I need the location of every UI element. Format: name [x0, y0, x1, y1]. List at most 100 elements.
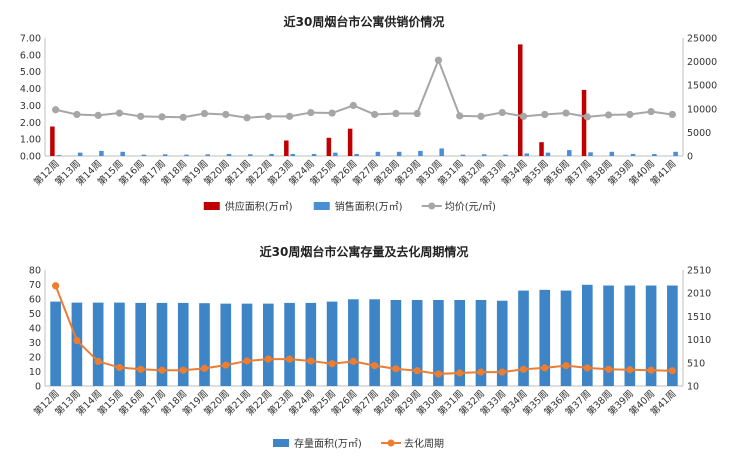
- bar-inventory: [50, 301, 61, 386]
- bar-supply: [518, 44, 523, 156]
- bar-inventory: [645, 285, 657, 386]
- y-left-tick-label: 70: [29, 280, 41, 291]
- destock-period-point: [73, 336, 81, 345]
- destock-period-point: [349, 357, 357, 366]
- bar-inventory: [262, 303, 274, 386]
- destock-period-point: [243, 357, 251, 365]
- avg-price-point: [73, 110, 81, 119]
- bar-sales: [184, 154, 189, 156]
- avg-price-point: [179, 113, 187, 121]
- bar-inventory: [454, 300, 466, 386]
- y-left-tick-label: 4.00: [20, 84, 41, 95]
- destock-period-point: [626, 366, 634, 374]
- y-right-tick-label: 10: [687, 382, 699, 393]
- bar-sales: [226, 153, 232, 156]
- avg-price-point: [434, 56, 443, 64]
- y-left-tick-label: 20: [29, 353, 41, 364]
- destock-period-line: [54, 285, 673, 375]
- avg-price-point: [413, 109, 421, 118]
- y-right-tick-label: 20000: [687, 57, 717, 68]
- y-left-tick-label: 2.00: [20, 118, 41, 129]
- bar-sales: [77, 152, 83, 156]
- destock-period-point: [328, 360, 336, 368]
- destock-period-point: [434, 370, 443, 378]
- avg-price-point: [285, 112, 294, 120]
- bar-inventory: [581, 284, 593, 386]
- destock-period-point: [52, 282, 60, 290]
- destock-period-point: [477, 368, 485, 376]
- y-left-tick-label: 7.00: [20, 34, 41, 45]
- bar-inventory: [390, 300, 402, 386]
- y-right-tick-label: 1510: [687, 312, 711, 323]
- y-left-tick-label: 6.00: [20, 50, 41, 61]
- destock-period-point: [668, 367, 676, 375]
- legend-swatch: [273, 439, 289, 447]
- y-right-tick-label: 1010: [687, 335, 711, 346]
- bar-inventory: [305, 302, 317, 386]
- bar-supply: [539, 142, 544, 156]
- bar-sales: [609, 151, 615, 156]
- chart-title: 近30周烟台市公寓存量及去化周期情况: [260, 244, 469, 259]
- y-right-tick-label: 25000: [687, 34, 717, 45]
- bar-supply: [50, 126, 55, 156]
- bar-sales: [162, 154, 168, 156]
- destock-period-point: [541, 364, 549, 372]
- bar-inventory: [560, 290, 572, 386]
- bar-inventory: [326, 301, 338, 386]
- bar-sales: [630, 153, 636, 156]
- y-left-tick-label: 5.00: [20, 67, 41, 78]
- avg-price-point: [349, 101, 357, 110]
- bar-inventory: [475, 300, 487, 386]
- bar-inventory: [411, 300, 423, 386]
- destock-period-point: [137, 365, 145, 373]
- bar-inventory: [156, 302, 168, 386]
- bar-inventory: [199, 303, 210, 386]
- bar-inventory: [241, 303, 253, 386]
- legend-label: 均价(元/㎡): [445, 201, 496, 213]
- chart-title: 近30周烟台市公寓供销价情况: [284, 14, 445, 29]
- bar-inventory: [220, 303, 232, 386]
- bar-inventory: [624, 285, 636, 386]
- y-left-tick-label: 80: [29, 266, 41, 277]
- destock-period-point: [222, 361, 230, 369]
- legend-swatch: [313, 202, 330, 210]
- legend-label: 销售面积(万㎡): [335, 200, 403, 213]
- bar-sales: [524, 153, 529, 156]
- y-left-tick-label: 1.00: [20, 135, 41, 146]
- bar-inventory: [433, 300, 444, 386]
- bar-sales: [120, 151, 125, 156]
- destock-period-point: [604, 365, 613, 373]
- bar-supply: [284, 140, 289, 156]
- y-right-tick-label: 10000: [687, 104, 717, 115]
- bar-inventory: [496, 300, 508, 386]
- bar-inventory: [135, 302, 147, 386]
- bar-sales: [439, 148, 444, 156]
- bar-sales: [333, 152, 338, 156]
- y-left-tick-label: 30: [29, 338, 41, 349]
- legend-swatch: [203, 202, 220, 210]
- avg-price-point: [264, 112, 272, 120]
- y-left-tick-label: 0: [35, 382, 41, 393]
- bar-inventory: [667, 285, 678, 386]
- destock-period-point: [200, 364, 209, 372]
- avg-price-point: [243, 114, 251, 122]
- y-right-tick-label: 0: [687, 152, 693, 163]
- avg-price-point: [392, 109, 400, 118]
- avg-price-point: [158, 113, 166, 121]
- bar-sales: [290, 153, 296, 156]
- destock-period-point: [371, 361, 379, 370]
- y-left-tick-label: 0.00: [20, 152, 41, 163]
- bar-sales: [567, 150, 572, 156]
- avg-price-point: [328, 109, 336, 117]
- avg-price-point: [647, 108, 655, 116]
- y-left-tick-label: 40: [29, 324, 41, 335]
- avg-price-point: [307, 108, 315, 117]
- y-right-tick-label: 15000: [687, 81, 717, 92]
- legend-label: 供应面积(万㎡): [225, 200, 293, 213]
- avg-price-point: [222, 110, 230, 119]
- bar-sales: [141, 154, 147, 156]
- bar-inventory: [114, 302, 125, 386]
- bar-sales: [248, 154, 253, 156]
- bar-supply: [326, 137, 332, 156]
